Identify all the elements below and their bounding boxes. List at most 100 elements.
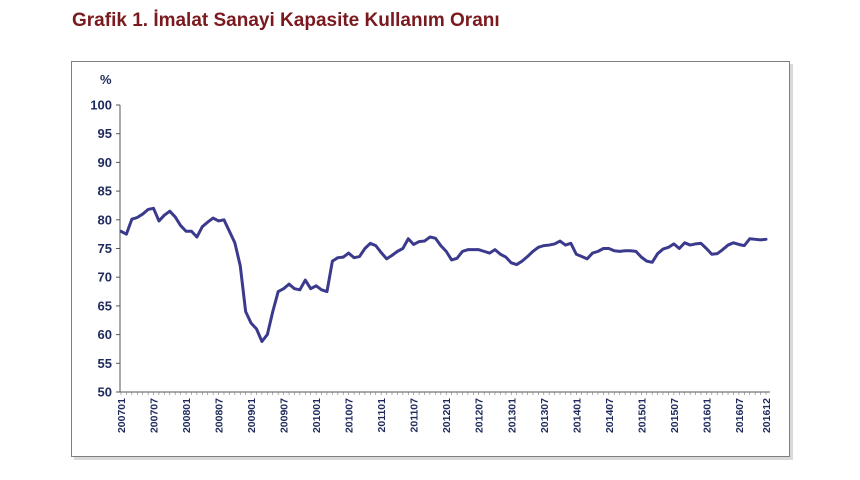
data-point [564, 244, 567, 246]
data-point [710, 253, 713, 256]
data-point [396, 250, 399, 253]
data-point [667, 246, 670, 249]
data-point [239, 264, 242, 267]
y-tick-label: 95 [98, 126, 112, 141]
data-point [483, 250, 485, 253]
y-tick-label: 50 [98, 385, 112, 400]
data-point [147, 208, 149, 211]
x-tick-label: 200801 [181, 398, 193, 433]
data-point [510, 262, 513, 264]
x-tick-label: 201001 [311, 398, 323, 433]
data-point [694, 243, 697, 245]
data-point [635, 250, 637, 253]
data-point [591, 252, 594, 254]
data-point [201, 225, 204, 228]
x-tick-label: 201601 [701, 398, 713, 433]
data-point [234, 241, 236, 244]
data-point [754, 238, 756, 241]
x-tick-label: 200907 [279, 398, 291, 433]
x-tick-label: 200901 [246, 398, 258, 433]
y-tick-label: 90 [98, 155, 112, 170]
data-point [168, 210, 171, 212]
data-point [450, 259, 453, 261]
data-point [277, 290, 279, 293]
x-tick-label: 200707 [149, 398, 161, 433]
data-point [136, 216, 139, 219]
data-point [423, 240, 426, 242]
data-point [477, 248, 480, 251]
data-point [521, 260, 523, 262]
data-point [179, 224, 182, 227]
data-point [380, 251, 382, 254]
x-tick-label: 201501 [636, 398, 648, 433]
data-point [342, 256, 345, 258]
data-point [271, 310, 274, 313]
data-point [282, 287, 285, 290]
x-tick-label: 200701 [116, 398, 128, 433]
data-point [266, 333, 269, 336]
x-tick-label: 201612 [761, 398, 773, 433]
data-point [580, 255, 583, 258]
data-point [467, 248, 469, 251]
x-tick-label: 200807 [214, 398, 226, 433]
data-point [748, 237, 751, 240]
y-tick-label: 65 [98, 298, 112, 313]
data-point [212, 217, 214, 219]
data-point [651, 261, 653, 264]
data-point [765, 238, 767, 241]
data-point [152, 207, 155, 210]
data-point [315, 285, 317, 287]
data-point [190, 230, 193, 233]
data-point [434, 237, 437, 239]
data-point [369, 242, 372, 245]
data-point [223, 219, 225, 221]
data-point [721, 248, 724, 251]
data-point [526, 255, 529, 258]
data-point [738, 243, 740, 246]
data-point [656, 252, 659, 255]
data-point [602, 247, 605, 250]
data-point [597, 250, 599, 253]
data-point [515, 263, 518, 266]
data-point [575, 253, 578, 256]
data-point [402, 247, 404, 250]
data-point [488, 252, 491, 254]
x-tick-label: 201101 [376, 398, 388, 433]
data-point [304, 279, 307, 281]
data-point [158, 220, 160, 222]
data-point [532, 250, 534, 253]
data-point [494, 248, 496, 251]
x-tick-label: 201207 [474, 398, 486, 433]
data-point [743, 244, 746, 247]
data-point [163, 214, 166, 217]
data-point [407, 237, 410, 240]
data-point [418, 240, 420, 243]
data-point [337, 256, 339, 259]
data-point [570, 242, 572, 245]
y-tick-label: 70 [98, 270, 112, 285]
data-point [700, 242, 702, 245]
x-tick-label: 201307 [539, 398, 551, 433]
data-point [228, 230, 231, 233]
x-tick-label: 201201 [441, 398, 453, 433]
data-point [673, 243, 675, 245]
data-point [353, 256, 355, 259]
data-point [439, 244, 442, 247]
data-point [385, 258, 388, 260]
y-axis-unit: % [100, 72, 112, 87]
data-point [683, 241, 686, 244]
data-point [499, 253, 502, 256]
data-point [613, 249, 616, 252]
data-point [358, 255, 361, 258]
data-point [374, 244, 377, 247]
data-point [141, 213, 144, 215]
data-point [645, 260, 648, 262]
data-point [196, 236, 198, 238]
data-point [618, 250, 621, 253]
x-tick-label: 201107 [409, 398, 421, 433]
x-tick-label: 201407 [604, 398, 616, 433]
data-point [716, 252, 719, 255]
data-point [445, 250, 448, 253]
data-point [472, 248, 475, 251]
x-tick-label: 201301 [506, 398, 518, 433]
